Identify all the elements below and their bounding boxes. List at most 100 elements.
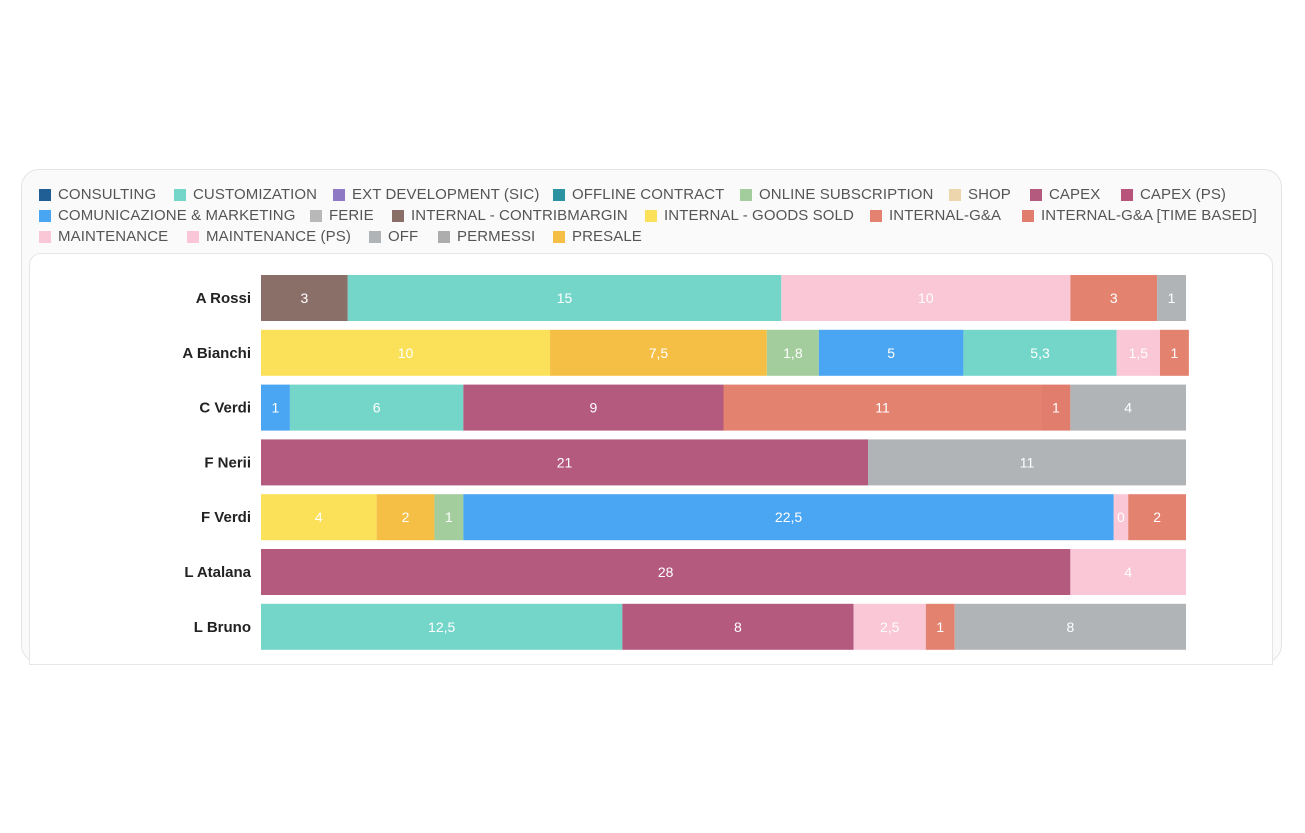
legend-swatch — [949, 188, 961, 201]
bar-segment[interactable] — [853, 603, 926, 650]
bar-segment[interactable] — [781, 275, 1071, 321]
legend-label: MAINTENANCE (PS) — [206, 228, 351, 245]
legend-item[interactable]: INTERNAL - CONTRIBMARGIN — [392, 207, 628, 224]
bar-segment[interactable] — [261, 549, 1071, 595]
bar-segment[interactable] — [261, 439, 869, 486]
bar-segment[interactable] — [261, 329, 551, 376]
legend-swatch — [369, 230, 381, 243]
bar-segment[interactable] — [463, 494, 1114, 541]
legend-item[interactable]: FERIE — [310, 207, 374, 224]
data-label: 12,5 — [428, 619, 455, 635]
bars-layer: A Rossi 3 15 10 3 1A Bianchi 10 7,5 1,8 5 5,3 1,5 1C… — [182, 275, 1189, 650]
legend-label: CAPEX (PS) — [1140, 186, 1227, 203]
legend-item[interactable]: CAPEX — [1030, 186, 1100, 203]
legend-swatch — [174, 188, 186, 201]
category-label: L Bruno — [194, 619, 251, 636]
legend-item[interactable]: OFFLINE CONTRACT — [553, 186, 724, 203]
bar-segment[interactable] — [463, 384, 724, 431]
bar-segment[interactable] — [868, 439, 1186, 486]
data-label: 11 — [1020, 454, 1035, 470]
legend-label: OFFLINE CONTRACT — [572, 186, 725, 203]
bar-segment[interactable] — [925, 603, 955, 650]
data-label: 9 — [590, 400, 598, 416]
bar-segment[interactable] — [1070, 549, 1187, 595]
legend-swatch — [187, 230, 199, 243]
legend-swatch — [333, 188, 345, 201]
category-label: F Nerii — [204, 454, 251, 471]
legend-swatch — [740, 188, 752, 201]
legend-item[interactable]: OFF — [369, 228, 418, 245]
bar-segment[interactable] — [1070, 275, 1158, 321]
legend-label: PRESALE — [572, 228, 642, 245]
legend-label: FERIE — [329, 207, 374, 224]
data-label: 7,5 — [649, 345, 669, 361]
data-label: 1 — [1168, 290, 1176, 306]
legend-label: ONLINE SUBSCRIPTION — [759, 186, 934, 203]
bar-segment[interactable] — [1128, 494, 1186, 541]
bar-segment[interactable] — [954, 603, 1186, 650]
data-label: 1,8 — [783, 345, 803, 361]
data-label: 1 — [1171, 345, 1179, 361]
legend-label: INTERNAL - CONTRIBMARGIN — [411, 207, 628, 224]
bar-segment[interactable] — [261, 275, 348, 321]
bar-segment[interactable] — [261, 603, 623, 650]
legend-item[interactable]: MAINTENANCE (PS) — [187, 228, 351, 245]
bar-segment[interactable] — [550, 329, 767, 376]
legend-item[interactable]: CONSULTING — [39, 186, 156, 203]
data-label: 4 — [1124, 564, 1132, 580]
category-label: C Verdi — [199, 400, 251, 417]
legend-label: MAINTENANCE — [58, 228, 169, 245]
category-label: L Atalana — [184, 564, 251, 581]
bar-segment[interactable] — [723, 384, 1042, 431]
bar-segment[interactable] — [347, 275, 782, 321]
legend-item[interactable]: INTERNAL - GOODS SOLD — [645, 207, 854, 224]
data-label: 21 — [557, 454, 573, 470]
legend-label: OFF — [388, 228, 419, 245]
bar-segment[interactable] — [289, 384, 464, 431]
legend-label: INTERNAL-G&A — [889, 207, 1002, 224]
bar-segment[interactable] — [261, 494, 377, 541]
legend-item[interactable]: PRESALE — [553, 228, 642, 245]
bar-segment[interactable] — [376, 494, 435, 541]
bar-segment[interactable] — [1113, 494, 1129, 541]
data-label: 10 — [398, 345, 414, 361]
data-label: 8 — [734, 619, 742, 635]
legend-item[interactable]: INTERNAL-G&A — [870, 207, 1001, 224]
legend-label: COMUNICAZIONE & MARKETING — [58, 207, 296, 224]
legend-item[interactable]: MAINTENANCE — [39, 228, 168, 245]
legend-item[interactable]: CAPEX (PS) — [1121, 186, 1226, 203]
bar-segment[interactable] — [818, 329, 964, 376]
legend-label: CUSTOMIZATION — [193, 186, 318, 203]
bar-segment[interactable] — [766, 329, 819, 376]
data-label: 1 — [936, 619, 944, 635]
bar-segment[interactable] — [1157, 275, 1186, 321]
legend-swatch — [310, 209, 322, 222]
legend-item[interactable]: INTERNAL-G&A [TIME BASED] — [1022, 207, 1257, 224]
data-label: 22,5 — [775, 509, 802, 525]
legend-item[interactable]: CUSTOMIZATION — [174, 186, 317, 203]
legend-swatch — [645, 209, 657, 222]
data-label: 2 — [1153, 509, 1161, 525]
legend-item[interactable]: SHOP — [949, 186, 1011, 203]
legend-swatch — [39, 209, 51, 222]
legend-label: CONSULTING — [58, 186, 157, 203]
category-label: F Verdi — [201, 509, 251, 526]
bar-segment[interactable] — [434, 494, 464, 541]
legend-item[interactable]: ONLINE SUBSCRIPTION — [740, 186, 933, 203]
legend-swatch — [553, 188, 565, 201]
legend-swatch — [39, 188, 51, 201]
bar-segment[interactable] — [1116, 329, 1160, 376]
legend-label: INTERNAL - GOODS SOLD — [664, 207, 854, 224]
legend-item[interactable]: EXT DEVELOPMENT (SIC) — [333, 186, 539, 203]
legend-item[interactable]: COMUNICAZIONE & MARKETING — [39, 207, 296, 224]
data-label: 1,5 — [1129, 345, 1149, 361]
bar-segment[interactable] — [261, 384, 290, 431]
bar-segment[interactable] — [963, 329, 1117, 376]
bar-segment[interactable] — [1159, 329, 1189, 376]
bar-segment[interactable] — [622, 603, 854, 650]
bar-segment[interactable] — [1041, 384, 1071, 431]
bar-segment[interactable] — [1070, 384, 1187, 431]
legend-swatch — [1121, 188, 1133, 201]
legend-item[interactable]: PERMESSI — [438, 228, 535, 245]
